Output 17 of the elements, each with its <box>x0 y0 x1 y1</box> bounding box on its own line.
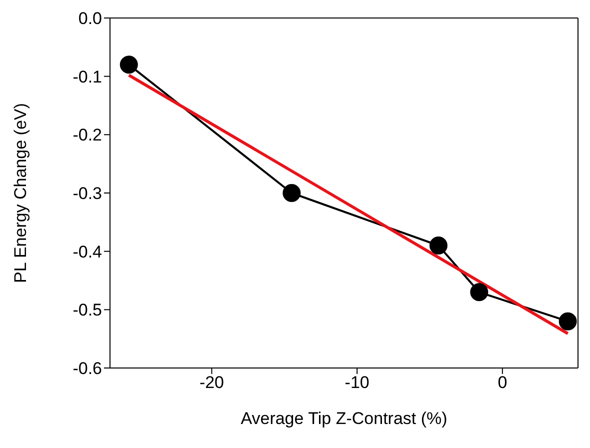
y-tick-label: -0.5 <box>72 300 102 320</box>
y-tick-label: -0.4 <box>72 242 102 262</box>
x-axis-title: Average Tip Z-Contrast (%) <box>240 409 448 428</box>
point <box>429 236 448 254</box>
y-axis-title: PL Energy Change (eV) <box>11 103 30 283</box>
point <box>120 56 138 74</box>
y-tick-label: -0.3 <box>72 184 102 204</box>
point <box>282 184 301 202</box>
point <box>558 312 577 330</box>
x-tick-label: -20 <box>199 373 224 392</box>
y-tick-label: 0.0 <box>78 9 102 28</box>
y-tick-label: -0.1 <box>72 67 102 86</box>
y-tick-label: -0.2 <box>72 126 102 145</box>
x-tick-label: -10 <box>344 373 370 392</box>
y-tick-label: -0.6 <box>72 359 102 378</box>
point <box>470 283 488 302</box>
x-tick-label: 0 <box>498 373 508 392</box>
